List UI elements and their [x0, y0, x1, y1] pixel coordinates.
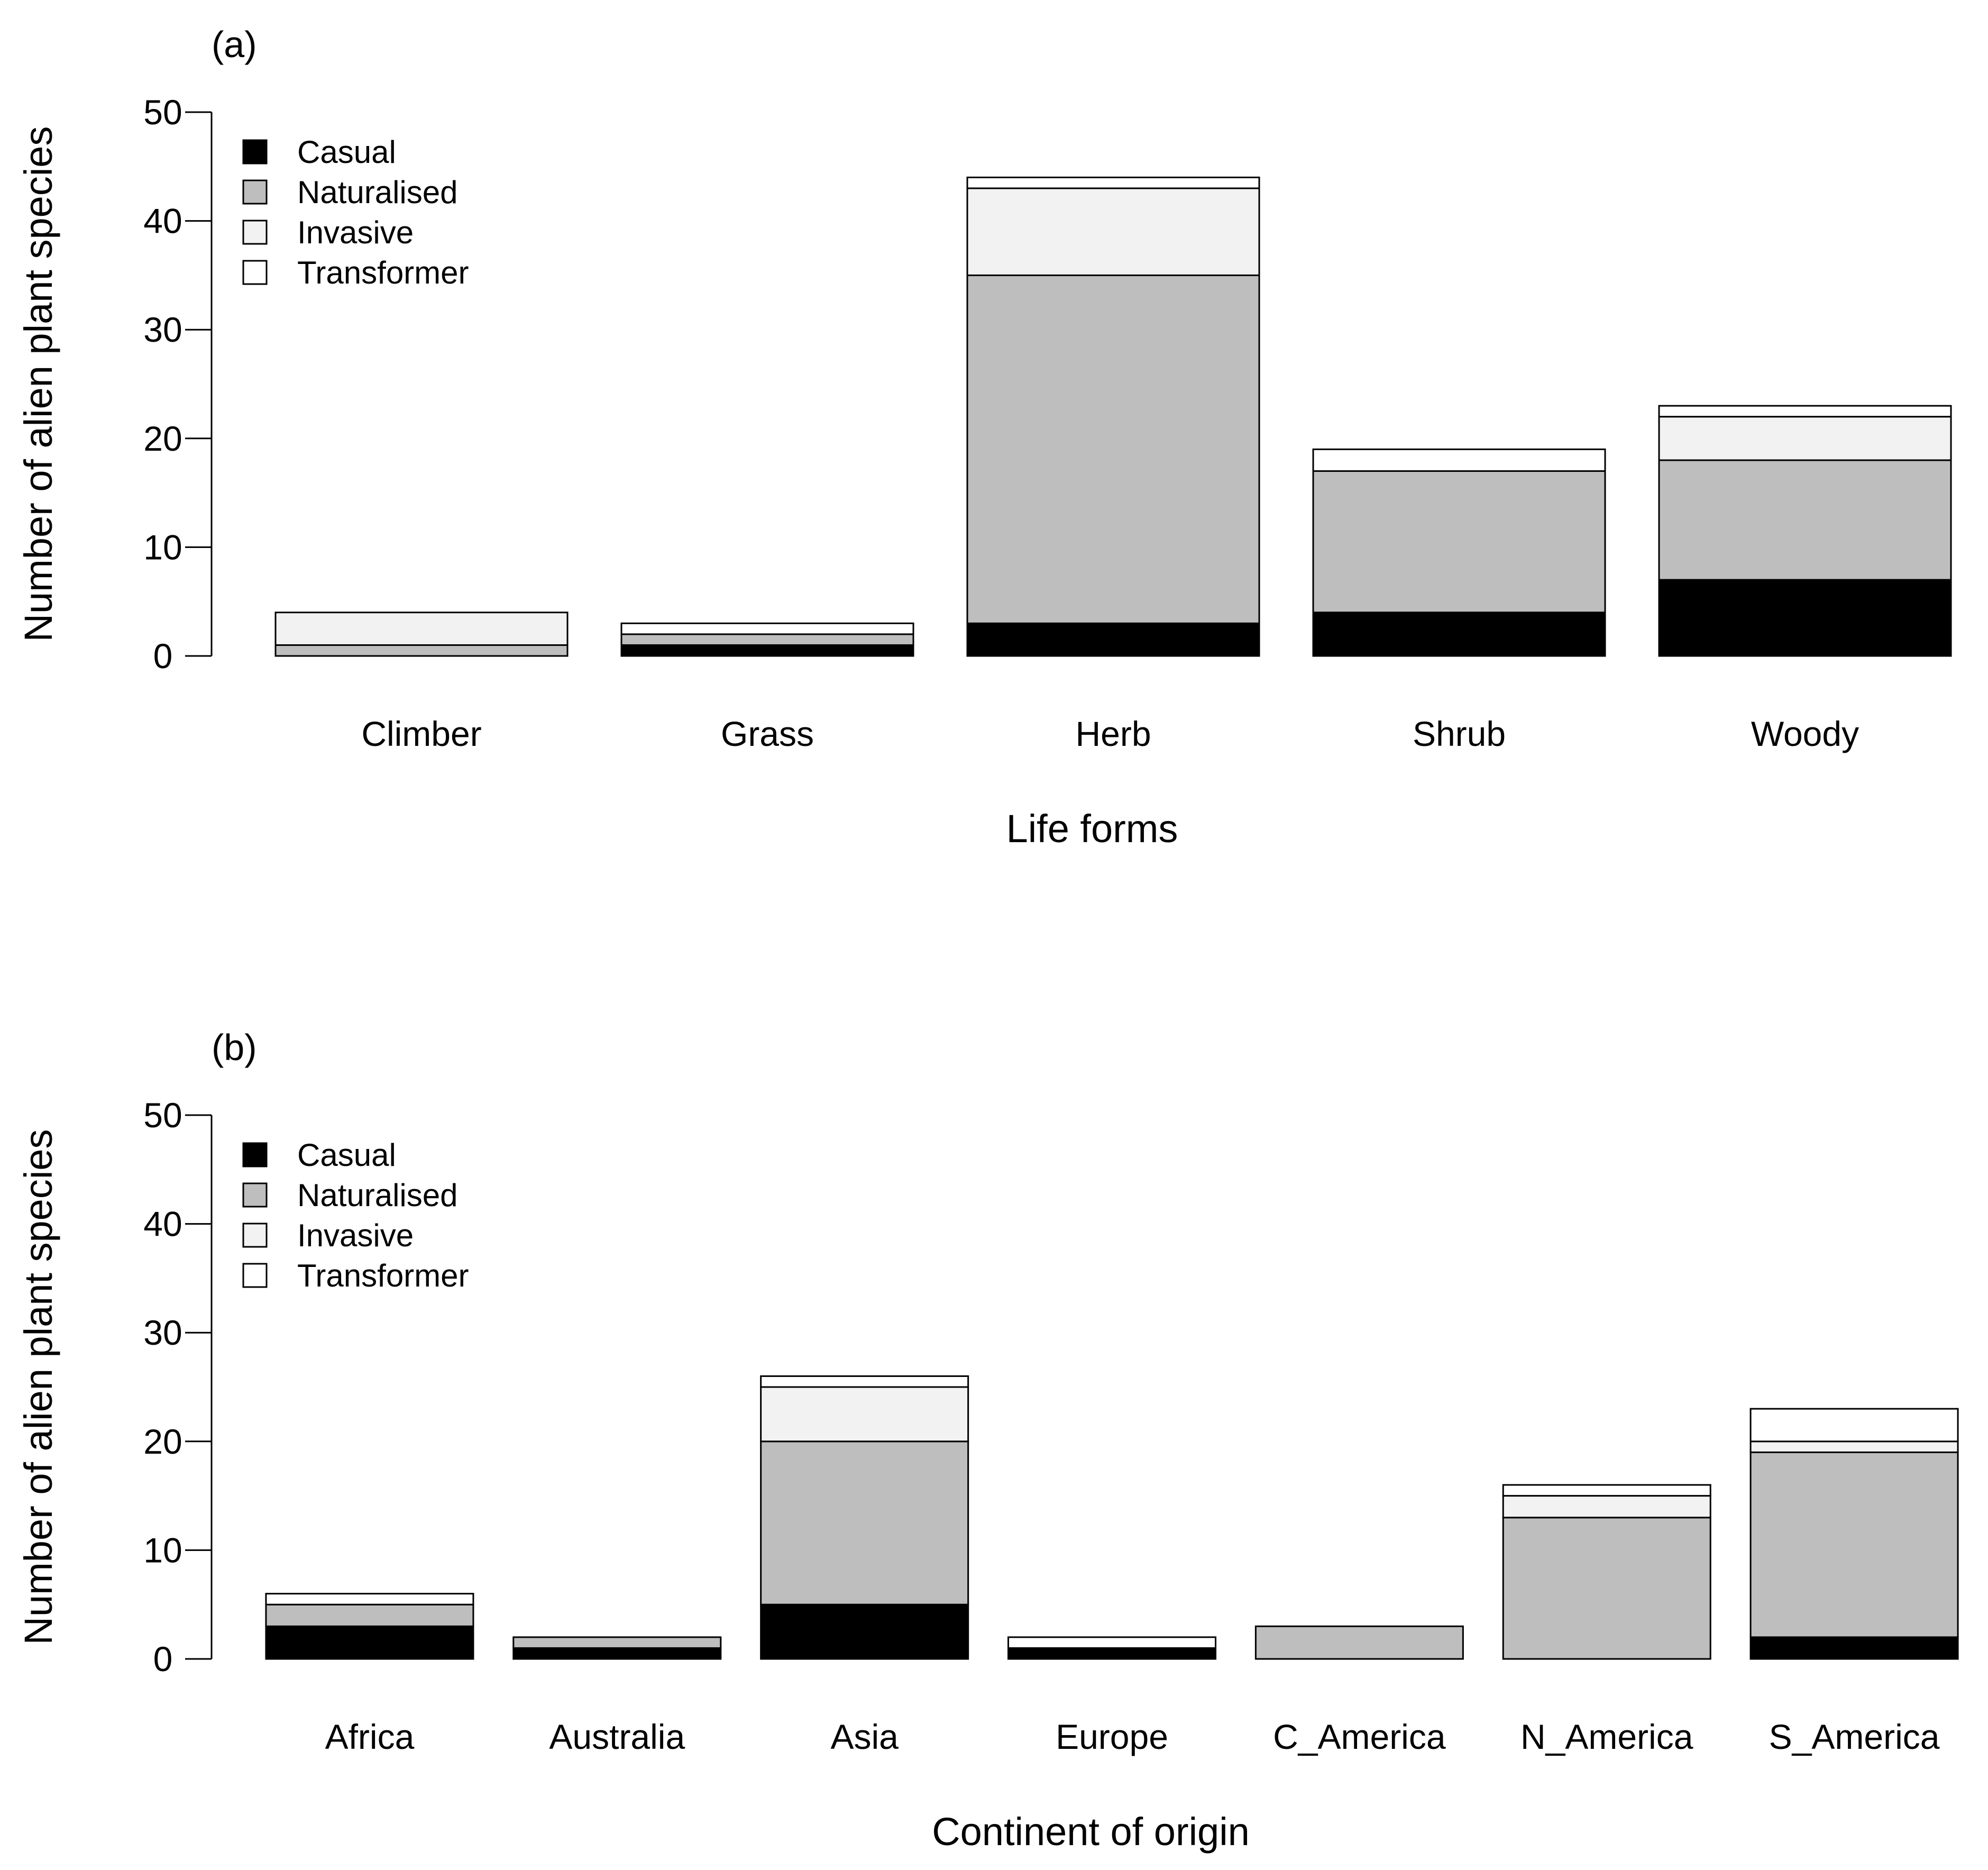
bar-segment-invasive — [1658, 416, 1952, 461]
y-axis-title: Number of alien plant species — [16, 1129, 60, 1645]
legend-swatch-invasive — [242, 220, 268, 245]
x-category-label: Grass — [721, 714, 814, 753]
y-tick-label: 50 — [143, 1096, 182, 1135]
x-category-label: C_America — [1273, 1717, 1446, 1756]
x-category-label: Climber — [361, 714, 481, 753]
legend-label-naturalised: Naturalised — [297, 175, 458, 210]
x-category-label: N_America — [1520, 1717, 1693, 1756]
bar-segment-casual — [620, 644, 914, 657]
y-tick-label: 30 — [143, 310, 182, 349]
bar-segment-transformer — [1658, 405, 1952, 418]
y-tick-label: 20 — [143, 1422, 182, 1461]
bar-segment-naturalised — [512, 1636, 722, 1649]
bar-segment-invasive — [1502, 1495, 1711, 1519]
legend-label-casual: Casual — [297, 1137, 396, 1173]
bar-segment-naturalised — [1312, 470, 1606, 614]
bar-segment-casual — [265, 1625, 474, 1660]
bar-segment-naturalised — [1502, 1517, 1711, 1660]
legend-swatch-transformer — [242, 1263, 268, 1288]
legend-label-casual: Casual — [297, 134, 396, 170]
legend-swatch-naturalised — [242, 1182, 268, 1208]
bar-segment-naturalised — [274, 644, 569, 657]
legend-label-invasive: Invasive — [297, 1218, 414, 1253]
x-axis-title: Continent of origin — [932, 1810, 1250, 1854]
legend-label-naturalised: Naturalised — [297, 1178, 458, 1213]
y-tick-label: 0 — [153, 1639, 173, 1679]
bar-segment-casual — [1749, 1636, 1959, 1660]
legend-label-transformer: Transformer — [297, 255, 469, 290]
bar-segment-naturalised — [1749, 1451, 1959, 1638]
bar-segment-casual — [512, 1647, 722, 1660]
legend-swatch-transformer — [242, 260, 268, 285]
y-tick-label: 0 — [153, 636, 173, 676]
bar-segment-naturalised — [265, 1603, 474, 1627]
x-axis-title: Life forms — [1006, 807, 1178, 851]
bar-segment-naturalised — [1254, 1625, 1464, 1660]
bar-segment-casual — [1658, 579, 1952, 657]
legend-swatch-casual — [242, 1142, 268, 1167]
legend-swatch-naturalised — [242, 179, 268, 205]
y-tick-label: 30 — [143, 1313, 182, 1352]
y-tick-label: 50 — [143, 93, 182, 132]
bar-segment-casual — [760, 1603, 969, 1660]
x-category-label: Herb — [1075, 714, 1151, 753]
panel-label: (a) — [212, 24, 257, 65]
x-category-label: Asia — [830, 1717, 899, 1756]
legend-label-invasive: Invasive — [297, 215, 414, 250]
y-tick-label: 40 — [143, 202, 182, 241]
bar-segment-naturalised — [966, 274, 1260, 624]
bar-segment-transformer — [760, 1375, 969, 1388]
y-axis-title: Number of alien plant species — [16, 126, 60, 642]
bar-segment-naturalised — [760, 1440, 969, 1606]
legend-swatch-casual — [242, 139, 268, 165]
bar-segment-transformer — [265, 1593, 474, 1606]
bar-segment-invasive — [274, 612, 569, 646]
panel-label: (b) — [212, 1027, 257, 1068]
y-tick-label: 40 — [143, 1205, 182, 1244]
y-tick-label: 20 — [143, 419, 182, 458]
bar-segment-invasive — [760, 1386, 969, 1443]
legend-swatch-invasive — [242, 1223, 268, 1248]
bar-segment-invasive — [1749, 1440, 1959, 1453]
x-category-label: S_America — [1769, 1717, 1940, 1756]
legend-label-transformer: Transformer — [297, 1258, 469, 1293]
x-category-label: Europe — [1056, 1717, 1168, 1756]
y-tick-label: 10 — [143, 1530, 182, 1570]
y-tick-label: 10 — [143, 527, 182, 567]
bar-segment-transformer — [1749, 1408, 1959, 1443]
x-category-label: Shrub — [1413, 714, 1506, 753]
bar-segment-naturalised — [1658, 459, 1952, 581]
bar-segment-transformer — [1502, 1484, 1711, 1497]
bar-segment-transformer — [620, 622, 914, 635]
bar-segment-transformer — [1007, 1636, 1216, 1649]
x-category-label: Australia — [549, 1717, 685, 1756]
chart-panel-b: (b) 0 10 20 30 40 50 Number of alien plant spec… — [16, 1027, 1959, 1854]
bar-segment-naturalised — [620, 633, 914, 646]
bar-segment-transformer — [966, 176, 1260, 189]
chart-panel-a: (a) 0 10 20 30 40 50 Number of alien plant spec… — [16, 24, 1952, 851]
bar-segment-invasive — [966, 187, 1260, 276]
bar-segment-casual — [1312, 612, 1606, 657]
x-category-label: Woody — [1751, 714, 1859, 753]
bar-segment-casual — [1007, 1647, 1216, 1660]
bar-segment-casual — [966, 622, 1260, 657]
bar-segment-transformer — [1312, 448, 1606, 472]
x-category-label: Africa — [325, 1717, 415, 1756]
